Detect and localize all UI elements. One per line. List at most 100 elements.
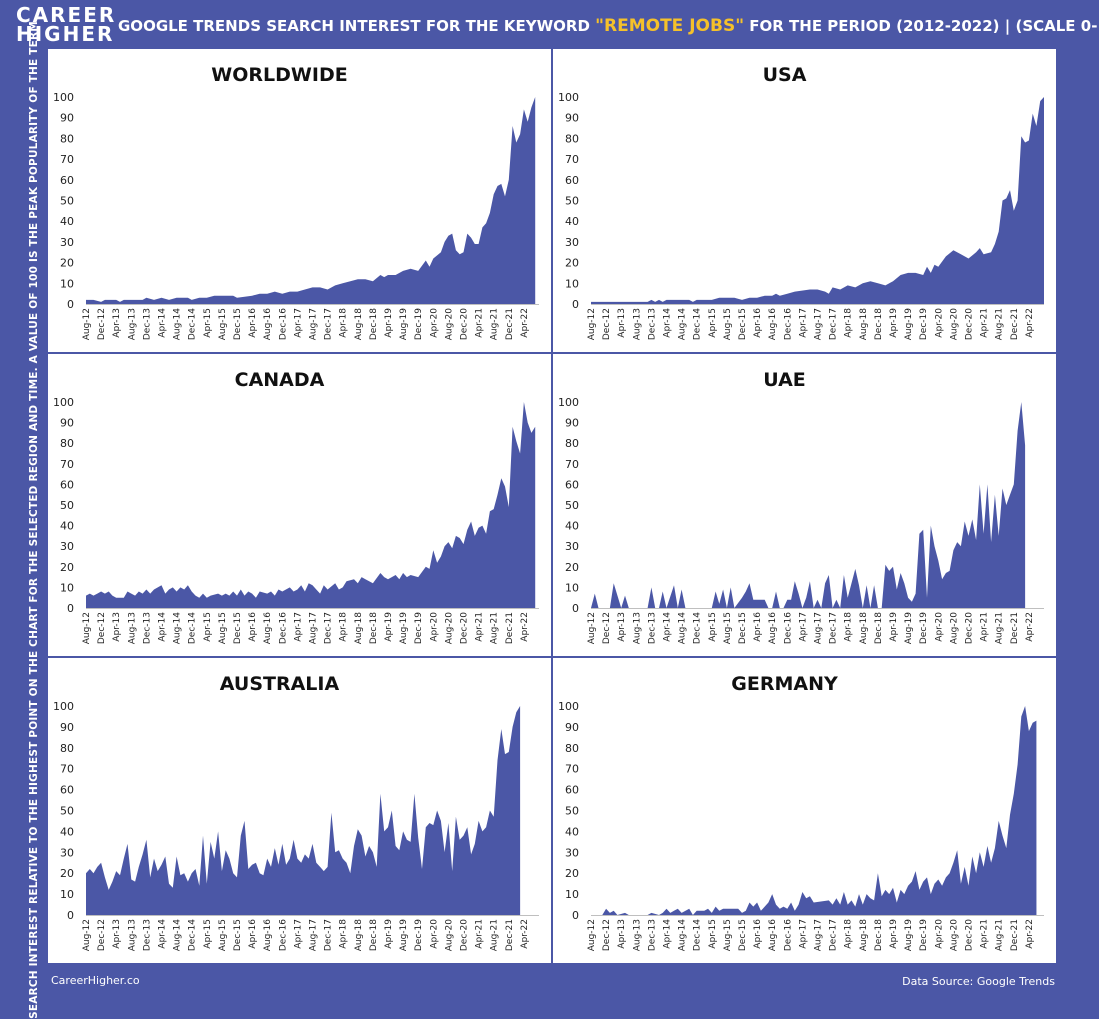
x-tick-label: Dec-12 <box>602 612 612 644</box>
y-tick-label: 40 <box>565 825 579 838</box>
x-tick-label: Aug-15 <box>723 612 733 644</box>
logo-line-2: HIGHER <box>16 22 115 46</box>
x-tick-label: Apr-15 <box>708 919 718 949</box>
x-tick-label: Apr-18 <box>844 308 854 338</box>
y-tick-label: 90 <box>60 721 74 734</box>
x-tick-label: Apr-18 <box>844 612 854 642</box>
x-tick-label: Apr-22 <box>1025 308 1035 338</box>
x-tick-label: Aug-18 <box>354 612 364 645</box>
x-tick-label: Apr-14 <box>663 308 673 338</box>
x-tick-label: Dec-18 <box>874 919 884 951</box>
chart-title: USA <box>763 64 807 86</box>
x-tick-label: Apr-19 <box>889 612 899 642</box>
y-tick-label: 90 <box>565 417 579 430</box>
x-tick-label: Dec-17 <box>829 308 839 340</box>
x-tick-label: Apr-22 <box>520 308 530 338</box>
x-tick-label: Dec-20 <box>460 612 470 644</box>
y-tick-label: 20 <box>565 257 579 270</box>
x-tick-label: Apr-21 <box>980 308 990 338</box>
x-tick-label: Aug-12 <box>82 308 92 340</box>
x-tick-label: Dec-14 <box>188 612 198 644</box>
chart-panel-worldwide: WORLDWIDE 0 10 20 30 40 50 60 70 80 90 100 Aug-12 Dec… <box>48 49 551 352</box>
x-tick-label: Aug-12 <box>82 919 92 951</box>
chart-svg-australia: AUSTRALIA 0 10 20 30 40 50 60 70 80 90 100 Aug-12 Dec… <box>53 673 539 951</box>
x-tick-label: Aug-17 <box>309 612 319 644</box>
x-tick-label: Aug-18 <box>859 612 869 645</box>
x-tick-label: Apr-22 <box>520 919 530 949</box>
y-tick-label: 20 <box>60 257 74 270</box>
x-tick-label: Dec-13 <box>142 919 152 951</box>
y-tick-label: 100 <box>558 91 579 104</box>
y-tick-label: 10 <box>565 277 579 290</box>
x-tick-label: Apr-13 <box>112 308 122 338</box>
x-tick-label: Dec-13 <box>142 308 152 340</box>
x-tick-label: Aug-21 <box>490 308 500 340</box>
page-title: GOOGLE TRENDS SEARCH INTEREST FOR THE KE… <box>118 16 1099 36</box>
x-tick-label: Aug-16 <box>768 308 778 341</box>
y-tick-label: 50 <box>60 805 74 818</box>
x-tick-label: Dec-15 <box>738 308 748 340</box>
x-tick-label: Apr-15 <box>203 612 213 642</box>
footer-site: CareerHigher.co <box>51 974 140 987</box>
x-tick-label: Apr-17 <box>293 308 303 338</box>
x-tick-label: Dec-20 <box>965 919 975 951</box>
x-tick-label: Dec-13 <box>647 308 657 340</box>
x-tick-label: Apr-18 <box>339 308 349 338</box>
x-tick-label: Apr-21 <box>980 612 990 642</box>
y-tick-label: 70 <box>565 458 579 471</box>
x-tick-label: Aug-15 <box>218 612 228 644</box>
x-tick-label: Apr-16 <box>248 919 258 949</box>
chart-title: CANADA <box>235 369 325 391</box>
y-tick-label: 30 <box>60 846 74 859</box>
x-tick-label: Dec-21 <box>1010 612 1020 644</box>
chart-grid: WORLDWIDE 0 10 20 30 40 50 60 70 80 90 100 Aug-12 Dec… <box>48 49 1056 963</box>
x-tick-label: Dec-13 <box>647 612 657 644</box>
y-tick-label: 100 <box>53 91 74 104</box>
x-tick-label: Apr-18 <box>339 919 349 949</box>
x-tick-label: Dec-15 <box>233 919 243 951</box>
x-tick-label: Dec-20 <box>965 308 975 340</box>
x-tick-label: Aug-15 <box>723 919 733 951</box>
x-tick-label: Aug-20 <box>444 308 454 341</box>
x-tick-label: Aug-18 <box>859 308 869 341</box>
x-tick-label: Apr-17 <box>798 612 808 642</box>
y-tick-label: 80 <box>60 742 74 755</box>
x-tick-label: Dec-17 <box>829 919 839 951</box>
x-tick-label: Dec-21 <box>1010 919 1020 951</box>
x-tick-label: Dec-20 <box>460 919 470 951</box>
x-tick-label: Dec-14 <box>188 308 198 340</box>
x-tick-label: Aug-13 <box>127 308 137 340</box>
x-tick-label: Aug-17 <box>814 612 824 644</box>
y-tick-label: 20 <box>60 867 74 880</box>
chart-panel-canada: CANADA 0 10 20 30 40 50 60 70 80 90 100 Aug-12 Dec-12… <box>48 354 551 656</box>
x-tick-label: Dec-19 <box>414 919 424 951</box>
x-tick-label: Apr-20 <box>934 919 944 949</box>
y-tick-label: 30 <box>565 236 579 249</box>
x-tick-label: Dec-14 <box>693 308 703 340</box>
x-tick-label: Apr-20 <box>429 919 439 949</box>
x-tick-label: Apr-16 <box>753 919 763 949</box>
y-tick-label: 10 <box>60 581 74 594</box>
x-tick-label: Aug-12 <box>587 308 597 340</box>
chart-svg-canada: CANADA 0 10 20 30 40 50 60 70 80 90 100 Aug-12 Dec-12… <box>53 369 539 645</box>
logo-line-1: CAREER <box>16 3 117 27</box>
x-tick-label: Aug-19 <box>904 308 914 341</box>
x-tick-label: Dec-15 <box>233 612 243 644</box>
x-tick-label: Aug-19 <box>399 612 409 645</box>
y-tick-label: 50 <box>565 195 579 208</box>
x-tick-label: Dec-16 <box>783 308 793 340</box>
y-tick-label: 10 <box>60 277 74 290</box>
area-series-germany <box>591 706 1037 915</box>
y-tick-label: 40 <box>60 520 74 533</box>
x-tick-label: Aug-16 <box>768 612 778 645</box>
x-tick-label: Aug-19 <box>904 612 914 645</box>
chart-title: WORLDWIDE <box>211 64 347 86</box>
x-tick-label: Apr-20 <box>429 612 439 642</box>
x-tick-label: Dec-17 <box>324 612 334 644</box>
x-tick-label: Dec-12 <box>97 612 107 644</box>
x-tick-label: Apr-15 <box>708 308 718 338</box>
y-tick-label: 100 <box>558 700 579 713</box>
x-tick-label: Dec-18 <box>874 308 884 340</box>
x-tick-label: Dec-12 <box>602 919 612 951</box>
y-tick-label: 60 <box>565 174 579 187</box>
